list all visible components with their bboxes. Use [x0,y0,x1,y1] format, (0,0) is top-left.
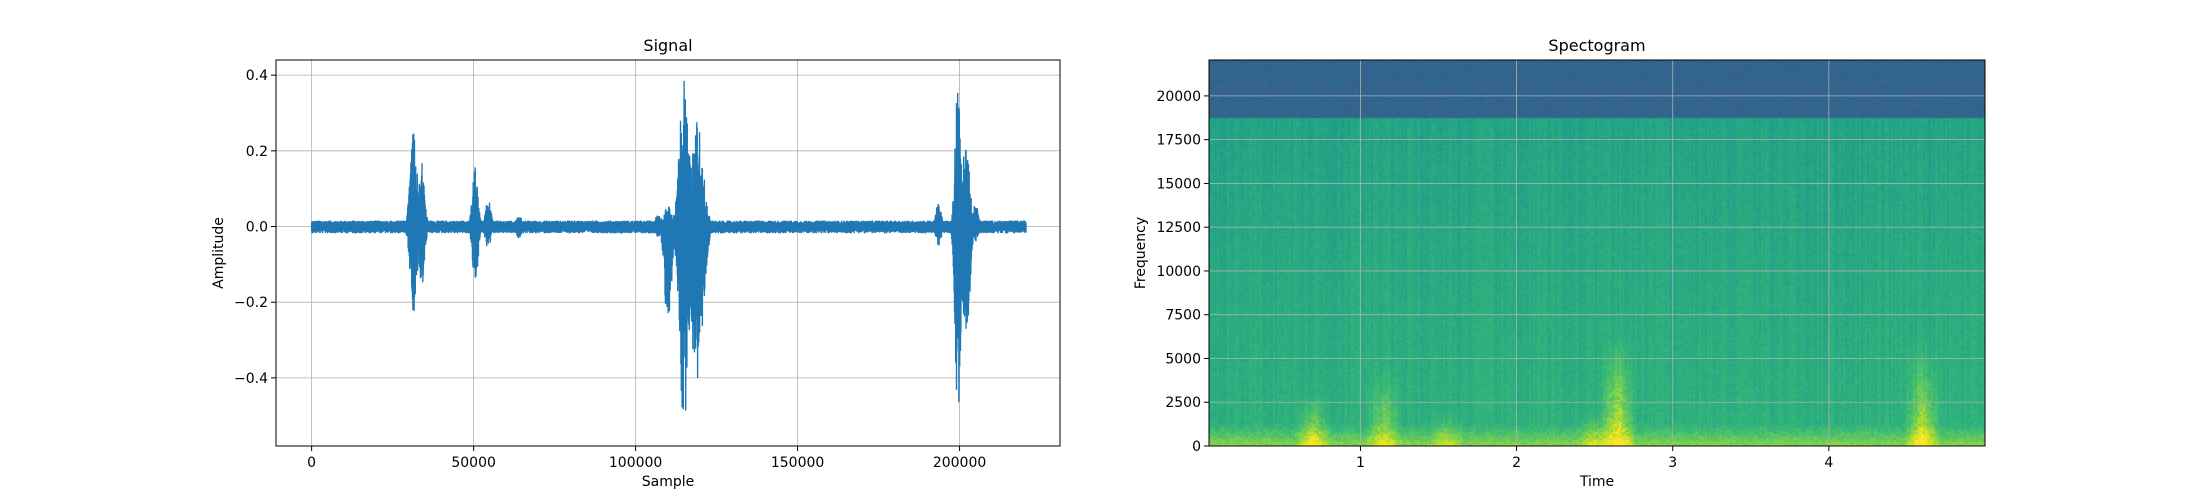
signal-x-tick-label: 0 [307,455,316,471]
signal-title: Signal [643,36,692,55]
signal-axes-frame [275,59,1061,447]
spectrogram-y-tick-label: 15000 [1156,176,1201,192]
signal-y-ticks: 0.4 0.2 0.0 −0.2 −0.4 [234,68,276,387]
spectrogram-y-tick-label: 20000 [1156,89,1201,105]
signal-y-tick-label: 0.4 [246,68,268,84]
spectrogram-y-tick-label: 2500 [1165,395,1201,411]
spectrogram-x-tick-label: 2 [1512,455,1521,471]
spectrogram-x-tick-label: 1 [1356,455,1365,471]
spectrogram-chart: Spectogram 1 2 3 4 0 2500 5000 7500 10000 12500 1… [1133,36,1986,490]
signal-x-ticks: 0 50000 100000 150000 200000 [307,446,986,471]
spectrogram-x-tick-label: 4 [1824,455,1833,471]
spectrogram-y-axis-label: Frequency [1133,217,1149,289]
signal-x-tick-label: 150000 [771,455,824,471]
signal-x-axis-label: Sample [642,474,695,490]
signal-x-tick-label: 100000 [609,455,662,471]
signal-y-tick-label: 0.0 [246,220,268,236]
spectrogram-y-tick-label: 12500 [1156,220,1201,236]
signal-y-tick-label: −0.2 [234,295,268,311]
spectrogram-title: Spectogram [1548,36,1645,55]
spectrogram-y-tick-label: 0 [1192,439,1201,455]
spectrogram-heatmap [1209,60,1985,446]
signal-y-axis-label: Amplitude [211,217,227,289]
spectrogram-y-tick-label: 10000 [1156,264,1201,280]
signal-x-tick-label: 50000 [451,455,496,471]
signal-y-tick-label: 0.2 [246,144,268,160]
spectrogram-x-tick-label: 3 [1668,455,1677,471]
spectrogram-y-tick-label: 17500 [1156,133,1201,149]
spectrogram-y-ticks: 0 2500 5000 7500 10000 12500 15000 17500 20000 [1156,89,1209,455]
spectrogram-x-ticks: 1 2 3 4 [1356,446,1833,471]
spectrogram-y-tick-label: 5000 [1165,351,1201,367]
signal-waveform-line [310,80,1027,411]
spectrogram-axes-frame [1208,59,1986,447]
signal-y-tick-label: −0.4 [234,371,268,387]
spectrogram-y-tick-label: 7500 [1165,308,1201,324]
signal-chart: Signal 0 50000 100000 150000 200000 0.40.20.… [211,36,1061,490]
spectrogram-x-axis-label: Time [1579,474,1614,490]
signal-x-tick-label: 200000 [933,455,986,471]
spectrogram-image-container [1209,60,1985,446]
